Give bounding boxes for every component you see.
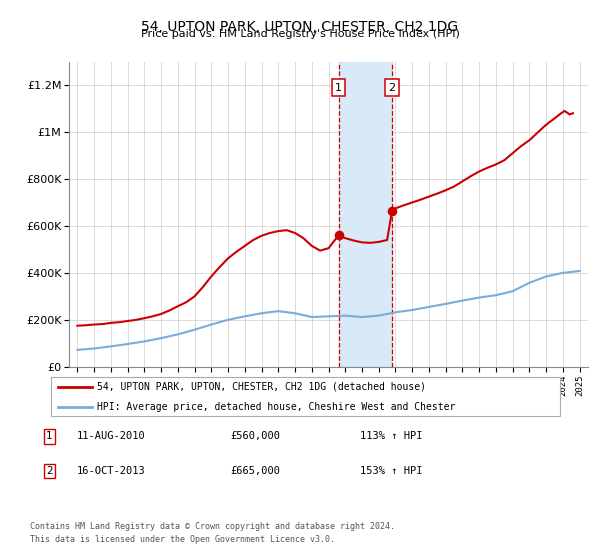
Text: 2: 2: [389, 82, 395, 92]
Text: £665,000: £665,000: [230, 466, 280, 476]
FancyBboxPatch shape: [50, 377, 560, 416]
Point: [334, 231, 343, 240]
Text: 113% ↑ HPI: 113% ↑ HPI: [360, 431, 422, 441]
Text: 11-AUG-2010: 11-AUG-2010: [77, 431, 145, 441]
Text: 2: 2: [46, 466, 53, 476]
Text: Contains HM Land Registry data © Crown copyright and database right 2024.: Contains HM Land Registry data © Crown c…: [30, 522, 395, 531]
Point: [388, 206, 397, 215]
Bar: [338, 62, 392, 367]
Text: 54, UPTON PARK, UPTON, CHESTER, CH2 1DG (detached house): 54, UPTON PARK, UPTON, CHESTER, CH2 1DG …: [97, 382, 426, 392]
Text: This data is licensed under the Open Government Licence v3.0.: This data is licensed under the Open Gov…: [30, 535, 335, 544]
Text: 1: 1: [335, 82, 342, 92]
Text: 1: 1: [46, 431, 53, 441]
Text: 54, UPTON PARK, UPTON, CHESTER, CH2 1DG: 54, UPTON PARK, UPTON, CHESTER, CH2 1DG: [142, 20, 458, 34]
Text: 153% ↑ HPI: 153% ↑ HPI: [360, 466, 422, 476]
Text: Price paid vs. HM Land Registry's House Price Index (HPI): Price paid vs. HM Land Registry's House …: [140, 29, 460, 39]
Text: HPI: Average price, detached house, Cheshire West and Chester: HPI: Average price, detached house, Ches…: [97, 402, 455, 412]
Text: £560,000: £560,000: [230, 431, 280, 441]
Text: 16-OCT-2013: 16-OCT-2013: [77, 466, 145, 476]
